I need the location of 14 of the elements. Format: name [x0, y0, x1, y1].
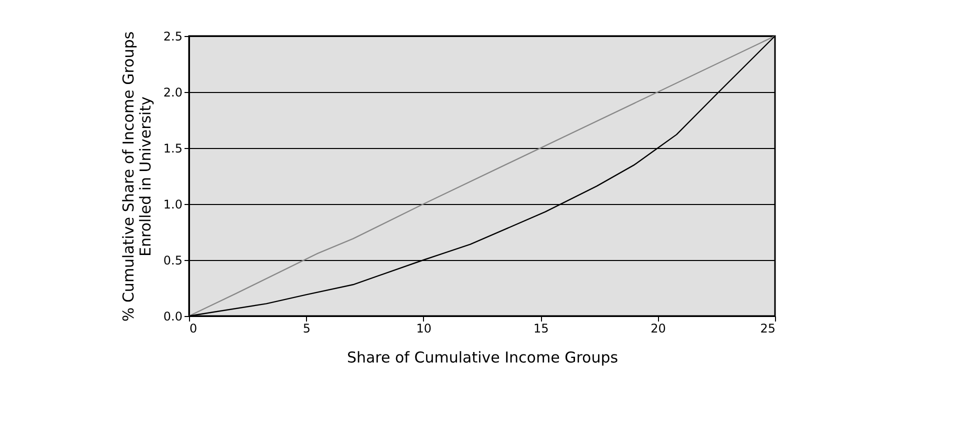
x-tick-label: 25	[760, 322, 776, 336]
y-tick-label: 2.5	[163, 30, 182, 44]
x-tick-label: 10	[416, 322, 432, 336]
y-axis-title: % Cumulative Share of Income Groups Enrolled in University	[119, 31, 154, 322]
y-tick-label: 0.0	[163, 310, 182, 324]
x-tick-label: 0	[190, 322, 198, 336]
x-tick-label: 20	[650, 322, 666, 336]
x-tick-label: 5	[302, 322, 311, 336]
y-tick-label: 1.5	[163, 142, 182, 156]
y-tick-label: 0.5	[163, 254, 182, 268]
y-tick-label: 1.0	[163, 198, 182, 212]
x-axis-title: Share of Cumulative Income Groups	[346, 348, 618, 366]
x-tick-label: 15	[533, 322, 549, 336]
y-tick-label: 2.0	[163, 86, 182, 100]
